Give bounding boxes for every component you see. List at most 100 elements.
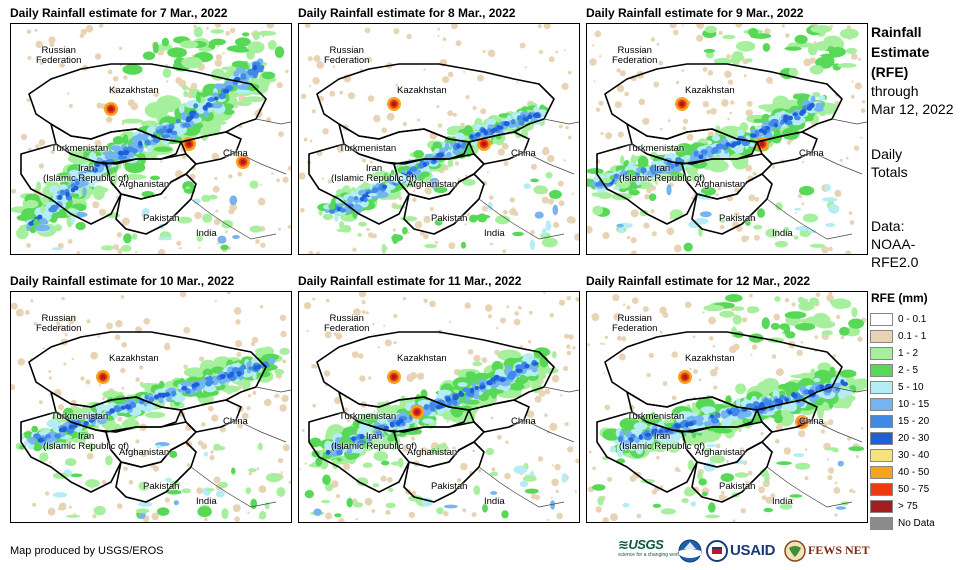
rain-cell [527, 114, 533, 120]
rain-cell [85, 379, 91, 385]
rain-cell [698, 25, 702, 29]
rain-cell [694, 218, 709, 225]
rain-cell [618, 227, 625, 234]
rain-cell [699, 211, 712, 218]
rain-cell [848, 446, 865, 452]
rain-cell [709, 414, 715, 419]
rain-cell [237, 171, 243, 177]
rain-cell [183, 90, 188, 98]
neighbor-border [255, 118, 291, 125]
rain-cell [313, 55, 321, 62]
rain-cell [201, 194, 211, 202]
rain-cell [367, 436, 373, 441]
rain-cell [512, 231, 524, 237]
rain-cell [724, 495, 728, 499]
rain-cell [323, 370, 331, 377]
rain-cell [849, 220, 855, 225]
fewsnet-logo: FEWS NET [808, 537, 870, 565]
rain-cell [497, 434, 502, 440]
rain-cell [423, 215, 431, 223]
rain-cell [370, 160, 373, 164]
rain-cell [322, 474, 331, 486]
rain-cell [727, 79, 734, 85]
rain-cell [787, 115, 793, 121]
rain-cell [469, 134, 474, 139]
rain-cell [114, 334, 121, 341]
country-label-china: China [799, 416, 824, 427]
rain-cell [166, 489, 182, 495]
rain-cell [437, 27, 440, 31]
rain-cell [709, 336, 714, 341]
rain-cell [267, 40, 277, 50]
rain-cell [181, 385, 188, 391]
rain-cell [249, 180, 259, 189]
rain-cell [382, 184, 388, 190]
rain-cell [588, 450, 592, 454]
rain-cell [471, 512, 477, 518]
rain-cell [408, 511, 415, 519]
rain-cell [553, 221, 560, 228]
rain-cell [666, 441, 681, 453]
country-label-china: China [511, 416, 536, 427]
rain-cell [68, 103, 73, 108]
rain-cell [410, 372, 418, 379]
rain-cell [390, 422, 395, 428]
rain-cell [839, 369, 857, 378]
rain-cell [530, 163, 538, 170]
rain-cell [460, 462, 468, 471]
rain-cell [486, 171, 489, 174]
rain-cell [68, 169, 80, 180]
rain-cell [764, 400, 771, 406]
rain-cell [252, 64, 258, 71]
rain-cell [37, 437, 44, 443]
country-label-afghanistan: Afghanistan [407, 179, 458, 190]
rain-cell [764, 28, 771, 35]
rain-cell [282, 444, 290, 452]
rain-cell [120, 367, 126, 374]
rain-cell [48, 370, 52, 373]
legend-swatch [870, 432, 893, 445]
rain-cell [220, 244, 229, 251]
rain-cell [207, 405, 214, 412]
rain-cell [54, 224, 62, 232]
rain-cell [657, 167, 662, 173]
rain-cell [557, 180, 564, 187]
rain-cell [541, 196, 549, 204]
rain-cell [371, 509, 376, 513]
rain-cell [535, 113, 541, 119]
rain-cell [836, 314, 841, 320]
rain-cell [522, 475, 537, 482]
rain-cell [616, 84, 625, 93]
map-panel-1: Daily Rainfall estimate for 7 Mar., 2022… [10, 6, 292, 256]
rain-cell [566, 216, 575, 224]
rain-cell [201, 422, 206, 427]
rain-cell [324, 440, 333, 451]
rain-cell [368, 193, 378, 197]
rain-cell [831, 403, 845, 409]
rain-cell [558, 124, 563, 129]
rain-cell [162, 136, 169, 146]
rain-cell [523, 183, 531, 190]
rain-cell [245, 487, 252, 495]
rain-cell [675, 80, 680, 85]
rain-cell [684, 301, 692, 309]
rain-cell [34, 28, 38, 32]
rain-cell [474, 385, 479, 391]
rain-cell [617, 131, 624, 138]
rain-cell [475, 132, 481, 137]
rain-cell [88, 418, 95, 423]
rain-cell [563, 49, 566, 52]
rain-cell [701, 491, 708, 497]
usaid-logo: USAID [730, 537, 782, 565]
rain-cell [207, 97, 216, 102]
rain-cell [779, 395, 786, 400]
rain-cell [666, 184, 672, 196]
map-panel-4: Daily Rainfall estimate for 10 Mar., 202… [10, 274, 292, 524]
rain-cell [420, 447, 428, 455]
rainfall-map-svg [299, 24, 579, 254]
rain-cell [385, 510, 390, 515]
rain-cell [799, 185, 815, 196]
rain-cell [689, 367, 692, 371]
rain-cell [102, 397, 106, 400]
rain-cell [32, 502, 37, 507]
